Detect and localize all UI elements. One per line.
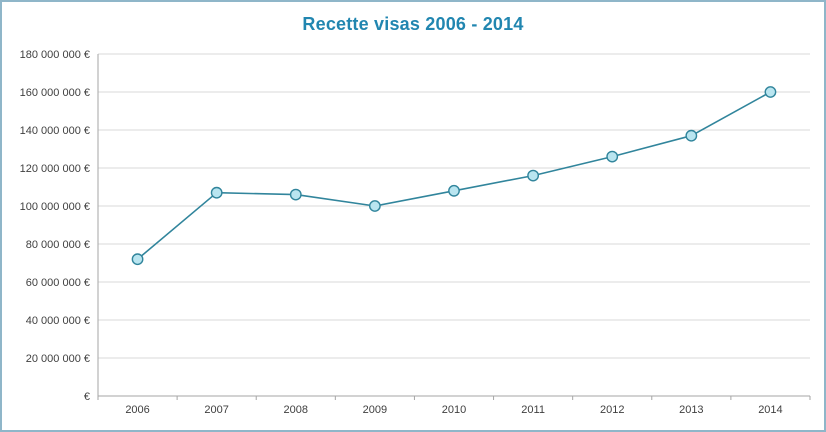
x-tick-label: 2010 [442,404,466,416]
x-tick-label: 2011 [521,404,545,416]
y-tick-label: 60 000 000 € [26,277,90,289]
x-tick-label: 2006 [125,404,149,416]
data-point-marker [131,253,144,266]
x-tick-label: 2009 [363,404,387,416]
y-tick-label: 40 000 000 € [26,315,90,327]
series-line [137,91,771,260]
data-point-marker [289,188,302,201]
data-point-marker [685,129,698,142]
data-point-marker [606,150,619,163]
y-tick-label: 100 000 000 € [20,201,90,213]
data-point-marker [210,186,223,199]
data-point-marker [448,184,460,197]
data-point-marker [764,86,777,98]
y-tick-label: 120 000 000 € [20,163,90,175]
y-tick-label: 140 000 000 € [20,125,90,137]
x-tick-label: 2012 [600,404,624,416]
data-point-marker [368,200,381,212]
y-tick-label: 160 000 000 € [20,87,90,99]
x-tick-label: 2014 [758,404,782,416]
y-tick-label: € [84,391,90,403]
x-tick-label: 2013 [679,404,703,416]
x-tick-label: 2007 [204,404,228,416]
y-tick-label: 80 000 000 € [26,239,90,251]
y-tick-label: 20 000 000 € [26,353,90,365]
y-tick-label: 180 000 000 € [20,49,90,61]
chart-title: Recette visas 2006 - 2014 [302,14,524,34]
data-point-marker [527,169,540,182]
x-tick-label: 2008 [284,404,308,416]
